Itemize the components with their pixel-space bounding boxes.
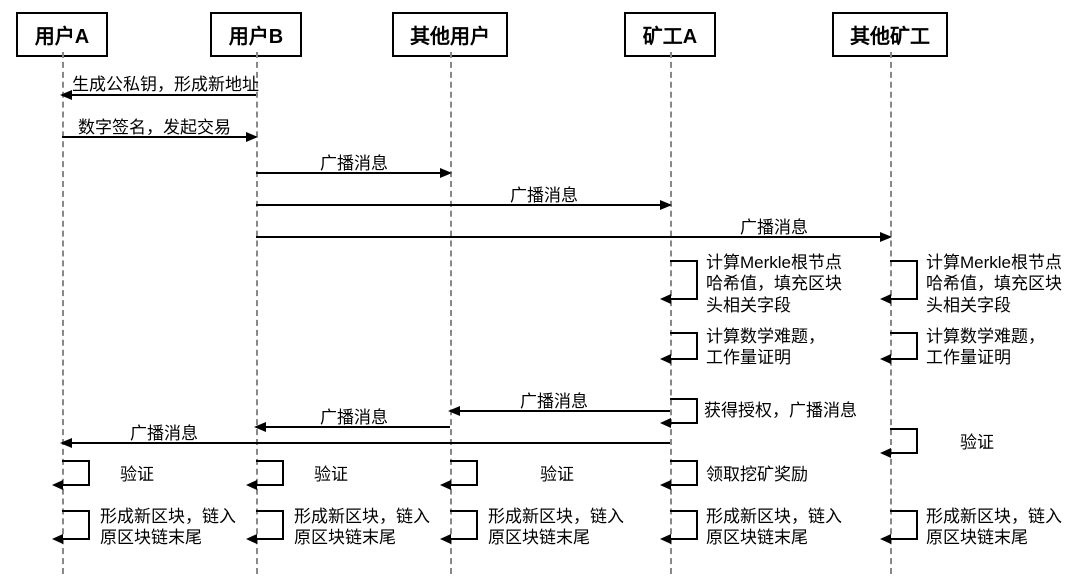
- lifeline-otherM: [890, 52, 892, 574]
- self-loop: [450, 460, 478, 486]
- self-loop: [670, 460, 698, 486]
- self-label: 获得授权，广播消息: [704, 400, 857, 421]
- self-label: 验证: [314, 464, 348, 485]
- self-loop: [670, 510, 698, 540]
- message-arrow: [256, 204, 670, 206]
- message-label: 数字签名，发起交易: [78, 113, 231, 138]
- self-label: 验证: [540, 464, 574, 485]
- self-loop: [450, 510, 478, 540]
- message-label: 广播消息: [320, 403, 388, 428]
- self-loop: [256, 460, 284, 486]
- lifeline-userA: [62, 52, 64, 574]
- lifeline-others: [450, 52, 452, 574]
- self-label: 验证: [120, 464, 154, 485]
- self-loop: [62, 460, 90, 486]
- self-label: 计算数学难题，工作量证明: [926, 326, 1045, 369]
- self-label: 形成新区块，链入原区块链末尾: [926, 506, 1062, 549]
- actor-box-otherM: 其他矿工: [832, 12, 948, 57]
- actor-box-userA: 用户A: [16, 12, 108, 57]
- message-label: 生成公私钥，形成新地址: [72, 70, 259, 95]
- self-label: 形成新区块，链入原区块链末尾: [706, 506, 842, 549]
- sequence-diagram: 用户A 用户B 其他用户 矿工A 其他矿工生成公私钥，形成新地址数字签名，发起交易广播消…: [0, 0, 1080, 582]
- message-label: 广播消息: [510, 181, 578, 206]
- self-loop: [670, 260, 698, 300]
- lifeline-minerA: [670, 52, 672, 574]
- self-loop: [890, 260, 918, 300]
- self-label: 形成新区块，链入原区块链末尾: [488, 506, 624, 549]
- self-loop: [890, 510, 918, 540]
- message-label: 广播消息: [520, 387, 588, 412]
- self-loop: [62, 510, 90, 540]
- self-label: 形成新区块，链入原区块链末尾: [294, 506, 430, 549]
- message-label: 广播消息: [130, 419, 198, 444]
- message-label: 广播消息: [320, 149, 388, 174]
- self-label: 验证: [960, 432, 994, 453]
- actor-box-userB: 用户B: [210, 12, 302, 57]
- actor-box-minerA: 矿工A: [624, 12, 716, 57]
- message-label: 广播消息: [740, 213, 808, 238]
- self-label: 计算数学难题，工作量证明: [706, 326, 825, 369]
- self-label: 计算Merkle根节点哈希值，填充区块头相关字段: [706, 252, 842, 316]
- self-loop: [256, 510, 284, 540]
- self-label: 形成新区块，链入原区块链末尾: [100, 506, 236, 549]
- lifeline-userB: [256, 52, 258, 574]
- self-label: 领取挖矿奖励: [706, 464, 808, 485]
- self-loop: [890, 428, 918, 454]
- self-label: 计算Merkle根节点哈希值，填充区块头相关字段: [926, 252, 1062, 316]
- self-loop: [670, 398, 698, 424]
- self-loop: [890, 332, 918, 360]
- actor-box-others: 其他用户: [392, 12, 508, 57]
- self-loop: [670, 332, 698, 360]
